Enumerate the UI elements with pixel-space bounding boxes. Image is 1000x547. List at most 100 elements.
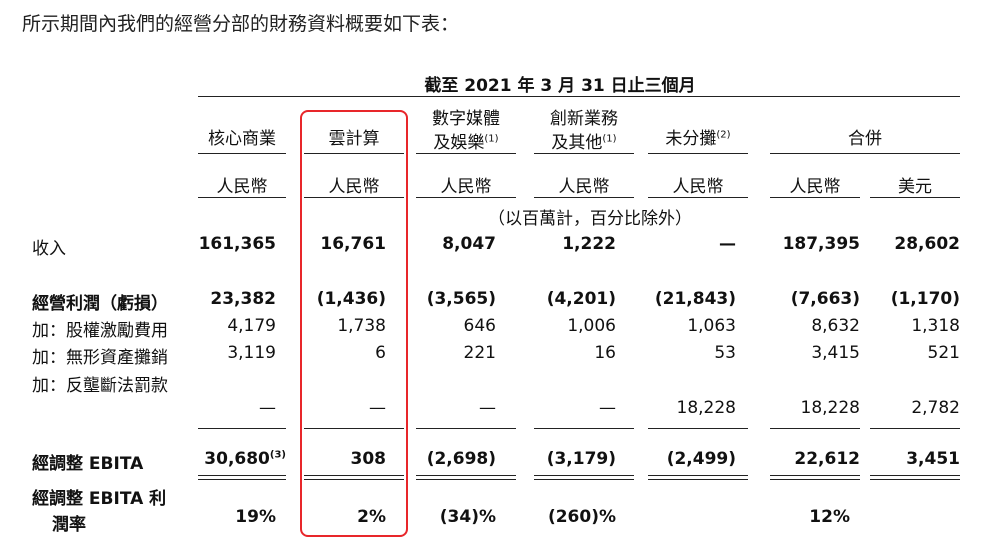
currency-rule [870, 197, 960, 198]
total-rule [304, 479, 404, 480]
subtotal-rule [770, 428, 860, 429]
subtotal-rule [870, 428, 960, 429]
currency-label: 人民幣 [440, 177, 492, 197]
total-rule [416, 479, 516, 480]
currency-rule [770, 197, 860, 198]
unit-note: （以百萬計，百分比除外） [488, 209, 692, 229]
cell-sharecomp-core: 4,179 [227, 316, 276, 336]
header-rule [198, 153, 286, 154]
cell-amort-core: 3,119 [227, 343, 276, 363]
period-header: 截至 2021 年 3 月 31 日止三個月 [424, 76, 696, 96]
header-rule [534, 153, 634, 154]
row-label-adjusted-ebita: 經調整 EBITA [32, 454, 144, 474]
col-header-innovation: 創新業務 及其他(1) [550, 109, 618, 153]
currency-label: 人民幣 [558, 177, 610, 197]
cell-opincome-consolidated-usd: (1,170) [890, 289, 960, 309]
cell-margin-innovation: (260)% [547, 507, 616, 527]
cell-revenue-core: 161,365 [198, 234, 276, 254]
cell-fine-core: — [259, 398, 276, 418]
cell-margin-core: 19% [235, 507, 276, 527]
total-rule [534, 479, 634, 480]
currency-label: 人民幣 [216, 177, 268, 197]
currency-rule [416, 197, 516, 198]
cell-amort-innovation: 16 [594, 343, 616, 363]
cell-opincome-unallocated: (21,843) [654, 289, 736, 309]
cell-sharecomp-cloud: 1,738 [337, 316, 386, 336]
row-label-amortization: 加：無形資產攤銷 [32, 348, 168, 368]
cell-opincome-core: 23,382 [210, 289, 276, 309]
cell-sharecomp-unallocated: 1,063 [687, 316, 736, 336]
cell-fine-cloud: — [369, 398, 386, 418]
cell-fine-innovation: — [599, 398, 616, 418]
row-label-ebita-margin-cont: 潤率 [52, 515, 86, 535]
cell-ebita-media: (2,698) [426, 449, 496, 469]
cell-revenue-consolidated-cny: 187,395 [782, 234, 860, 254]
cell-fine-consolidated-usd: 2,782 [911, 398, 960, 418]
cell-sharecomp-media: 646 [463, 316, 496, 336]
subtotal-rule [534, 428, 634, 429]
cell-margin-consolidated-cny: 12% [809, 507, 850, 527]
period-rule [198, 96, 960, 97]
cell-amort-unallocated: 53 [714, 343, 736, 363]
total-rule [770, 479, 860, 480]
cell-fine-unallocated: 18,228 [676, 398, 736, 418]
cell-ebita-consolidated-cny: 22,612 [794, 449, 860, 469]
cell-opincome-innovation: (4,201) [546, 289, 616, 309]
col-header-digital-media: 數字媒體 及娛樂(1) [432, 109, 500, 153]
cell-revenue-innovation: 1,222 [562, 234, 616, 254]
row-label-operating-income: 經營利潤（虧損） [32, 294, 168, 314]
cell-fine-media: — [479, 398, 496, 418]
row-label-ebita-margin: 經調整 EBITA 利 [32, 489, 167, 509]
cloud-highlight-box [300, 110, 408, 537]
total-rule [648, 475, 748, 476]
col-header-core-commerce: 核心商業 [208, 129, 276, 149]
cell-margin-cloud: 2% [357, 507, 386, 527]
total-rule [304, 475, 404, 476]
cell-ebita-core: 30,680(3) [204, 449, 286, 469]
cell-ebita-consolidated-usd: 3,451 [906, 449, 960, 469]
currency-label: 人民幣 [328, 177, 380, 197]
currency-label: 人民幣 [672, 177, 724, 197]
currency-rule [304, 197, 404, 198]
cell-revenue-cloud: 16,761 [320, 234, 386, 254]
header-rule [648, 153, 748, 154]
cell-opincome-cloud: (1,436) [316, 289, 386, 309]
row-label-fine: 加：反壟斷法罰款 [32, 376, 168, 396]
cell-margin-media: (34)% [439, 507, 496, 527]
cell-revenue-unallocated: — [719, 234, 736, 254]
cell-amort-consolidated-usd: 521 [927, 343, 960, 363]
total-rule [870, 475, 960, 476]
total-rule [198, 475, 286, 476]
cell-amort-media: 221 [463, 343, 496, 363]
total-rule [534, 475, 634, 476]
total-rule [416, 475, 516, 476]
currency-label: 美元 [898, 177, 932, 197]
currency-rule [648, 197, 748, 198]
col-header-consolidated: 合併 [848, 129, 882, 149]
subtotal-rule [648, 428, 748, 429]
header-rule [304, 153, 404, 154]
cell-ebita-cloud: 308 [350, 449, 387, 469]
row-label-revenue: 收入 [32, 239, 66, 259]
cell-ebita-unallocated: (2,499) [666, 449, 736, 469]
cell-revenue-media: 8,047 [442, 234, 496, 254]
cell-amort-cloud: 6 [375, 343, 386, 363]
cell-fine-consolidated-cny: 18,228 [800, 398, 860, 418]
col-header-unallocated: 未分攤(2) [665, 129, 731, 149]
total-rule [770, 475, 860, 476]
header-rule [416, 153, 516, 154]
cell-amort-consolidated-cny: 3,415 [811, 343, 860, 363]
col-header-cloud: 雲計算 [328, 129, 380, 149]
cell-sharecomp-consolidated-cny: 8,632 [811, 316, 860, 336]
cell-revenue-consolidated-usd: 28,602 [894, 234, 960, 254]
row-label-share-comp: 加：股權激勵費用 [32, 321, 168, 341]
cell-opincome-media: (3,565) [426, 289, 496, 309]
cell-opincome-consolidated-cny: (7,663) [790, 289, 860, 309]
subtotal-rule [198, 428, 286, 429]
currency-rule [198, 197, 286, 198]
cell-sharecomp-innovation: 1,006 [567, 316, 616, 336]
subtotal-rule [416, 428, 516, 429]
total-rule [648, 479, 748, 480]
subtotal-rule [304, 428, 404, 429]
currency-label: 人民幣 [789, 177, 841, 197]
